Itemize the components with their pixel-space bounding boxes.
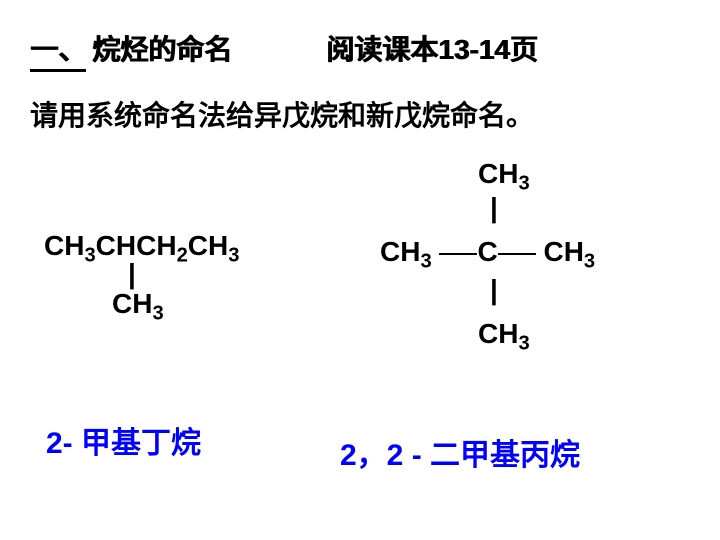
naming-prompt: 请用系统命名法给异戊烷和新戊烷命名。 — [30, 94, 534, 134]
neopentane-bond-bottom: | — [490, 274, 498, 306]
heading-topic: 烷烃的命名 — [92, 28, 232, 68]
heading-row: 一、 烷烃的命名 — [30, 28, 232, 72]
isopentane-branch: CH3 — [112, 288, 239, 320]
answer-neopentane: 2，2 - 二甲基丙烷 — [340, 430, 580, 474]
neopentane-middle-row: CH3 C CH3 — [380, 236, 595, 268]
answer-isopentane: 2- 甲基丁烷 — [46, 418, 201, 462]
neopentane-bottom-ch3: CH3 — [478, 318, 530, 350]
isopentane-main-chain: CH3CHCH2CH3 — [44, 230, 239, 262]
heading-page-note: 阅读课本13-14页 — [326, 28, 538, 68]
molecule-isopentane: CH3CHCH2CH3 | CH3 — [44, 230, 239, 320]
heading-prefix: 一、 — [30, 28, 86, 72]
neopentane-bond-top: | — [490, 192, 498, 224]
neopentane-top-ch3: CH3 — [478, 158, 530, 190]
